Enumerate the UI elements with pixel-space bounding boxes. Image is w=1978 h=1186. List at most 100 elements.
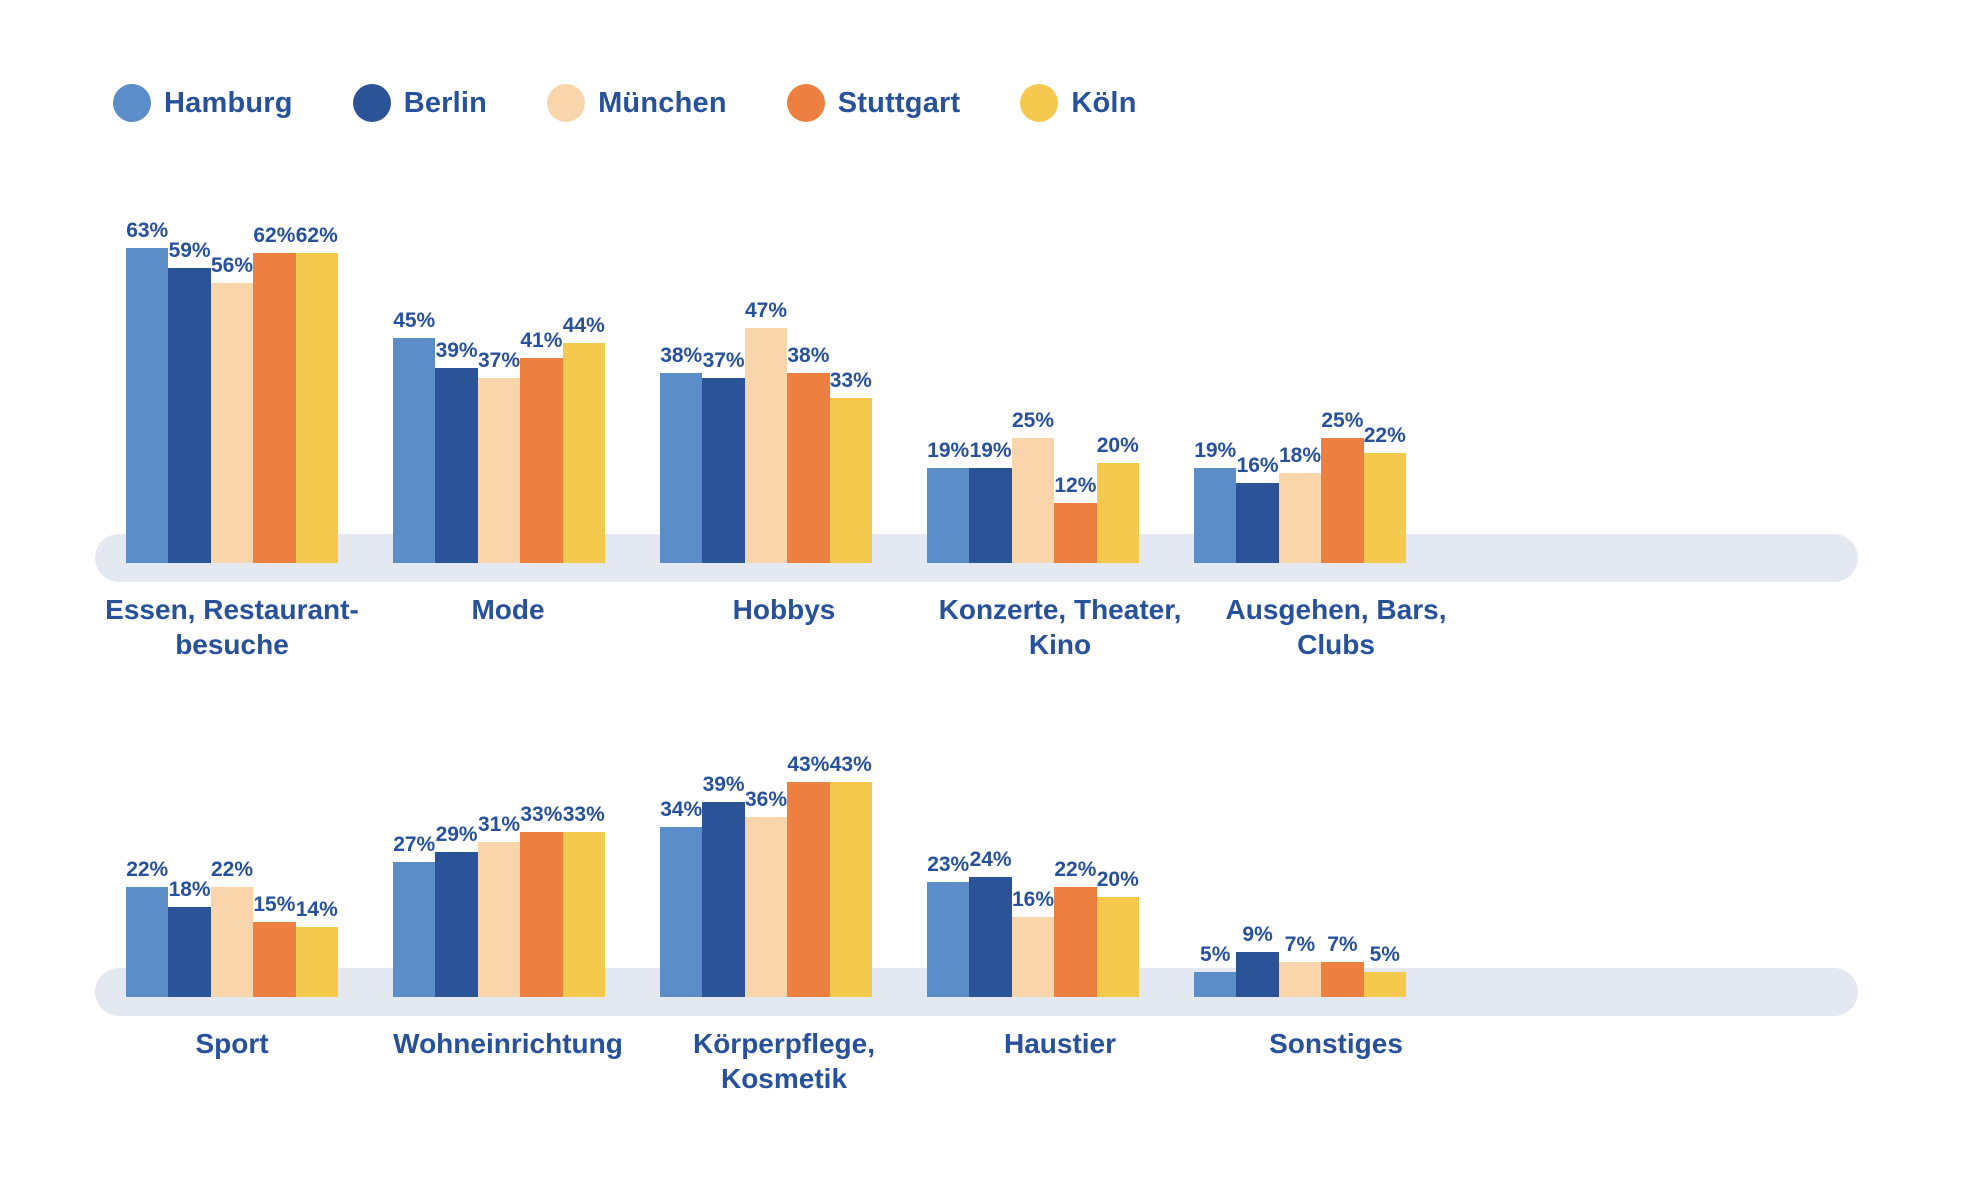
- bar-hamburg: 27%: [393, 833, 436, 997]
- bar-münchen: 37%: [477, 349, 521, 563]
- bar-value-label: 5%: [1369, 943, 1400, 966]
- bar-rect: [393, 862, 436, 997]
- bar-münchen: 47%: [744, 299, 788, 563]
- bar-rect: [210, 283, 254, 563]
- category-label: Hobbys: [678, 592, 954, 662]
- bar-rect: [1054, 887, 1097, 997]
- bar-rect: [477, 842, 521, 997]
- bar-value-label: 12%: [1054, 474, 1097, 497]
- bar-köln: 44%: [562, 314, 605, 563]
- bar-value-label: 19%: [927, 439, 970, 462]
- bar-rect: [1011, 438, 1055, 563]
- bar-rect: [702, 802, 745, 997]
- bar-value-label: 38%: [660, 344, 703, 367]
- bar-münchen: 36%: [744, 788, 788, 997]
- bar-value-label: 41%: [520, 329, 563, 352]
- bar-value-label: 18%: [1278, 444, 1321, 467]
- bar-group: 19% 16% 18% 25% 22%: [1194, 409, 1406, 563]
- bar-berlin: 39%: [702, 773, 745, 997]
- bar-value-label: 22%: [126, 858, 169, 881]
- bar-rect: [435, 368, 478, 563]
- bar-rect: [1236, 952, 1279, 997]
- bar-group: 63% 59% 56% 62% 62%: [126, 219, 338, 563]
- bar-value-label: 18%: [168, 878, 211, 901]
- bar-köln: 14%: [295, 898, 338, 997]
- bar-berlin: 24%: [969, 848, 1012, 997]
- bar-stuttgart: 38%: [787, 344, 830, 563]
- bar-value-label: 36%: [744, 788, 787, 811]
- bar-rect: [1236, 483, 1279, 563]
- category-label: Ausgehen, Bars, Clubs: [1226, 592, 1506, 662]
- bar-rect: [787, 373, 830, 563]
- bar-köln: 20%: [1096, 868, 1139, 997]
- bar-köln: 5%: [1363, 943, 1406, 997]
- bar-value-label: 22%: [1363, 424, 1406, 447]
- bar-rect: [927, 882, 970, 997]
- bar-value-label: 25%: [1011, 409, 1054, 432]
- bar-value-label: 34%: [660, 798, 703, 821]
- bar-value-label: 7%: [1284, 933, 1316, 956]
- legend-item-label: Berlin: [403, 86, 488, 119]
- bar-value-label: 25%: [1321, 409, 1364, 432]
- category-label-text: Sport: [195, 1028, 269, 1059]
- legend-color-dot-icon: [352, 84, 391, 122]
- bar-köln: 22%: [1363, 424, 1406, 563]
- legend: Hamburg Berlin München Stuttgart Köln: [113, 84, 1137, 122]
- bar-rect: [562, 832, 605, 997]
- category-label-text: Körperpflege, Kosmetik: [692, 1028, 876, 1094]
- bar-value-label: 20%: [1096, 868, 1139, 891]
- bar-stuttgart: 33%: [520, 803, 563, 997]
- category-label-text: Sonstiges: [1269, 1028, 1403, 1059]
- bar-köln: 43%: [829, 753, 872, 997]
- bar-value-label: 45%: [393, 309, 436, 332]
- bar-value-label: 59%: [168, 239, 211, 262]
- bar-stuttgart: 62%: [253, 224, 296, 563]
- bar-berlin: 39%: [435, 339, 478, 563]
- category-label: Konzerte, Theater, Kino: [939, 592, 1230, 662]
- bar-value-label: 31%: [477, 813, 520, 836]
- bar-hamburg: 38%: [660, 344, 703, 563]
- bar-value-label: 62%: [253, 224, 296, 247]
- bar-value-label: 22%: [1054, 858, 1097, 881]
- legend-item-label: Stuttgart: [837, 86, 961, 119]
- bar-berlin: 37%: [702, 349, 745, 563]
- bar-value-label: 56%: [210, 254, 253, 277]
- category-label: Wohneinrichtung: [393, 1026, 678, 1096]
- category-label-text: Essen, Restaurant- besuche: [105, 594, 359, 660]
- bar-stuttgart: 22%: [1054, 858, 1097, 997]
- bar-hamburg: 19%: [1194, 439, 1237, 563]
- bar-rect: [1363, 453, 1406, 563]
- bar-rect: [702, 378, 745, 563]
- bar-value-label: 22%: [210, 858, 253, 881]
- bar-rect: [1321, 962, 1364, 997]
- row-1-category-labels: Essen, Restaurant- besuche Mode Hobbys Konz…: [105, 592, 1446, 662]
- bar-value-label: 19%: [969, 439, 1012, 462]
- bar-rect: [744, 817, 788, 997]
- bar-hamburg: 23%: [927, 853, 970, 997]
- legend-item-label: Köln: [1071, 86, 1137, 119]
- bar-münchen: 7%: [1278, 933, 1322, 997]
- bar-value-label: 33%: [829, 369, 872, 392]
- bar-münchen: 56%: [210, 254, 254, 563]
- bar-rect: [969, 468, 1012, 563]
- bar-rect: [253, 922, 296, 997]
- bar-hamburg: 45%: [393, 309, 436, 563]
- bar-value-label: 37%: [702, 349, 745, 372]
- bar-rect: [1011, 917, 1055, 997]
- category-label-text: Wohneinrichtung: [393, 1028, 623, 1059]
- bar-rect: [1096, 897, 1139, 997]
- bar-berlin: 9%: [1236, 923, 1279, 997]
- bar-value-label: 33%: [562, 803, 605, 826]
- category-label-text: Haustier: [1003, 1028, 1117, 1059]
- bar-berlin: 19%: [969, 439, 1012, 563]
- bar-value-label: 38%: [787, 344, 830, 367]
- bar-rect: [1278, 473, 1322, 563]
- category-label: Sport: [126, 1026, 402, 1096]
- legend-item-label: München: [598, 86, 727, 119]
- bar-rect: [520, 358, 563, 563]
- bar-rect: [744, 328, 788, 563]
- bar-rect: [168, 268, 211, 563]
- bar-hamburg: 34%: [660, 798, 703, 997]
- bar-rect: [562, 343, 605, 563]
